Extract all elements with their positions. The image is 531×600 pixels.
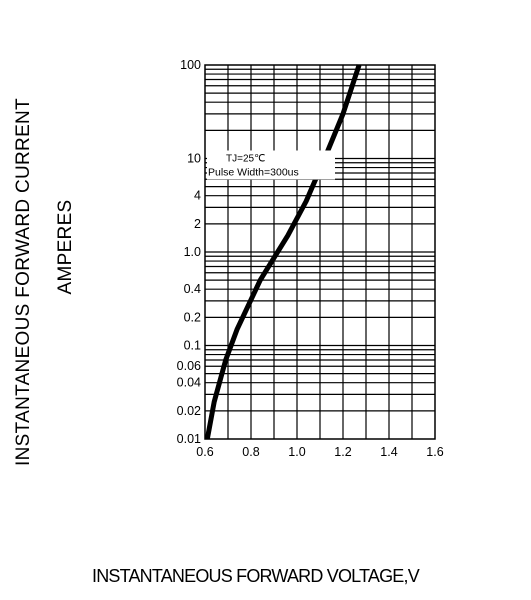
annotation-background: [207, 150, 335, 180]
y-tick-label: 1.0: [184, 245, 201, 259]
y-tick-label: 100: [180, 60, 201, 72]
y-tick-labels: 0.01 0.02 0.04 0.06 0.1 0.2 0.4 1.0 2 4 10 100: [177, 60, 201, 446]
grid: [204, 64, 436, 440]
series-line-0: [204, 64, 362, 440]
x-tick-label: 1.2: [334, 445, 351, 459]
y-tick-label: 4: [194, 189, 201, 203]
annotation-box: TJ=25℃ Pulse Width=300us: [207, 150, 335, 180]
annotation-tj: TJ=25℃: [226, 154, 265, 165]
x-tick-label: 1.6: [426, 445, 443, 459]
x-tick-labels: 0.6 0.8 1.0 1.2 1.4 1.6: [196, 445, 443, 459]
x-tick-label: 1.0: [288, 445, 305, 459]
series-layer: [204, 64, 362, 440]
x-tick-label: 0.8: [242, 445, 259, 459]
y-axis-label: INSTANTANEOUS FORWARD CURRENT AMPERES: [13, 98, 76, 466]
x-axis-label: INSTANTANEOUS FORWARD VOLTAGE,V: [92, 566, 420, 586]
y-tick-label: 0.01: [177, 432, 201, 446]
y-tick-label: 10: [187, 152, 201, 166]
y-tick-label: 0.06: [177, 359, 201, 373]
y-axis-label-line1: INSTANTANEOUS FORWARD CURRENT: [13, 98, 34, 466]
y-tick-label: 0.02: [177, 404, 201, 418]
x-tick-label: 1.4: [380, 445, 397, 459]
y-tick-label: 0.2: [184, 310, 201, 324]
y-tick-label: 0.4: [184, 282, 201, 296]
y-tick-label: 0.04: [177, 376, 201, 390]
annotation-pulse-width: Pulse Width=300us: [208, 167, 299, 179]
y-tick-label: 2: [194, 217, 201, 231]
y-axis-label-line2: AMPERES: [55, 199, 76, 294]
x-tick-label: 0.6: [196, 445, 213, 459]
y-tick-label: 0.1: [184, 339, 201, 353]
